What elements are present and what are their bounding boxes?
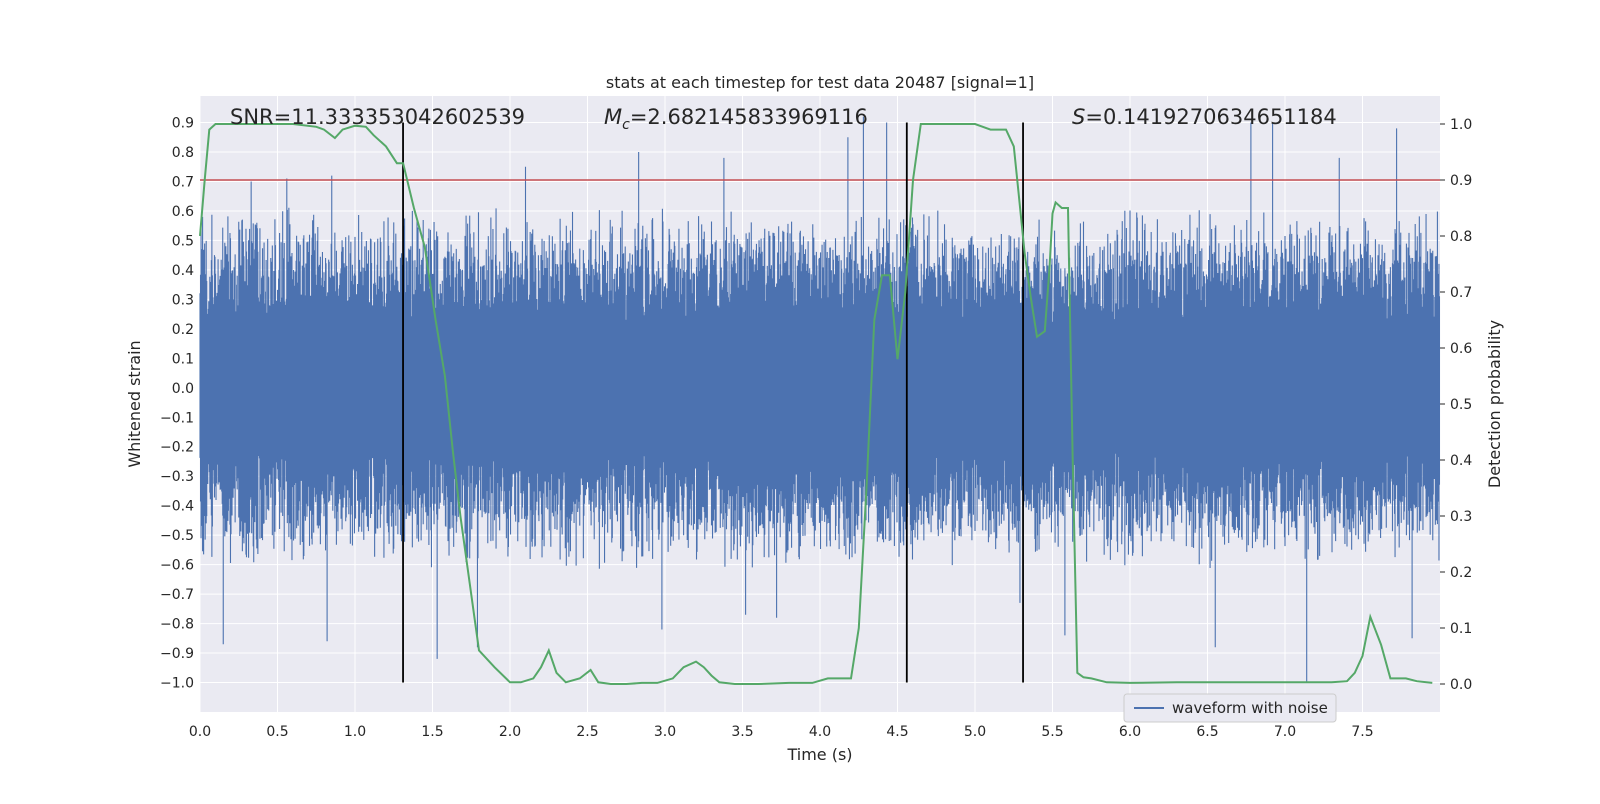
y-right-tick-label: 0.9 bbox=[1450, 173, 1472, 189]
x-axis-label: Time (s) bbox=[786, 745, 852, 764]
y-left-tick-label: 0.2 bbox=[172, 322, 194, 338]
y-left-tick-label: −0.5 bbox=[160, 528, 194, 544]
y-right-tick-label: 0.7 bbox=[1450, 285, 1472, 301]
y-right-tick-label: 0.8 bbox=[1450, 229, 1472, 245]
y-left-tick-label: 0.1 bbox=[172, 351, 194, 367]
s-symbol: S bbox=[1072, 105, 1085, 129]
s-value: =0.1419270634651184 bbox=[1085, 105, 1336, 129]
y-left-tick-label: −0.4 bbox=[160, 499, 194, 515]
y-left-tick-label: −0.3 bbox=[160, 469, 194, 485]
x-tick-label: 4.0 bbox=[809, 724, 831, 740]
chirp-mass-symbol: M bbox=[604, 105, 622, 129]
waveform-with-noise-series bbox=[199, 116, 1441, 683]
y-right-tick-label: 0.0 bbox=[1450, 677, 1472, 693]
legend-label: waveform with noise bbox=[1172, 699, 1328, 717]
x-tick-label: 2.0 bbox=[499, 724, 521, 740]
y-left-tick-label: −0.6 bbox=[160, 558, 194, 574]
y-left-tick-label: 0.8 bbox=[172, 145, 194, 161]
y-right-tick-label: 0.6 bbox=[1450, 341, 1472, 357]
y-right-tick-label: 0.3 bbox=[1450, 509, 1472, 525]
marker-layer bbox=[402, 122, 1024, 683]
y-right-tick-label: 0.4 bbox=[1450, 453, 1472, 469]
y-left-tick-label: −0.9 bbox=[160, 646, 194, 662]
chirp-mass-annotation: Mc=2.682145833969116 bbox=[604, 105, 868, 133]
x-tick-layer: 0.0 0.5 1.0 1.5 2.0 2.5 3.0 3.5 4.0 4.5 5.0 5.5 6.0 6… bbox=[189, 724, 1374, 740]
legend-box bbox=[1123, 693, 1337, 723]
y-right-axis-label: Detection probability bbox=[1485, 320, 1504, 488]
legend: waveform with noise bbox=[1123, 693, 1337, 723]
x-tick-label: 2.5 bbox=[576, 724, 598, 740]
y-left-tick-label: 0.3 bbox=[172, 292, 194, 308]
y-left-tick-label: −0.2 bbox=[160, 440, 194, 456]
y-left-tick-label: 0.6 bbox=[172, 204, 194, 220]
s-annotation: S=0.1419270634651184 bbox=[1072, 105, 1337, 129]
y-left-tick-label: −0.8 bbox=[160, 617, 194, 633]
y-left-tick-label: −0.1 bbox=[160, 410, 194, 426]
x-tick-label: 7.0 bbox=[1274, 724, 1296, 740]
y-left-tick-label: 0.4 bbox=[172, 263, 194, 279]
y-left-tick-label: 0.0 bbox=[172, 381, 194, 397]
y-left-tick-label: 0.7 bbox=[172, 174, 194, 190]
y-left-tick-label: 0.5 bbox=[172, 233, 194, 249]
x-tick-label: 3.5 bbox=[731, 724, 753, 740]
y-left-tick-label: −1.0 bbox=[160, 676, 194, 692]
x-tick-label: 1.0 bbox=[344, 724, 366, 740]
y-right-tick-label: 1.0 bbox=[1450, 117, 1472, 133]
y-left-axis-label: Whitened strain bbox=[125, 340, 144, 467]
x-tick-label: 6.0 bbox=[1119, 724, 1141, 740]
detection-probability-series bbox=[199, 123, 1433, 685]
y-left-tick-layer: 0.9 0.8 0.7 0.6 0.5 0.4 0.3 0.2 0.1 0.0 −0.1 −0.2 −0… bbox=[160, 116, 194, 692]
noise-layer bbox=[199, 116, 1441, 683]
y-left-tick-label: 0.9 bbox=[172, 116, 194, 132]
x-tick-label: 5.5 bbox=[1041, 724, 1063, 740]
chirp-mass-value: =2.682145833969116 bbox=[630, 105, 868, 129]
x-tick-label: 0.5 bbox=[266, 724, 288, 740]
y-right-tick-label: 0.5 bbox=[1450, 397, 1472, 413]
x-tick-label: 4.5 bbox=[886, 724, 908, 740]
x-tick-label: 5.0 bbox=[964, 724, 986, 740]
y-right-tick-label: 0.2 bbox=[1450, 565, 1472, 581]
x-tick-label: 1.5 bbox=[421, 724, 443, 740]
chart-title: stats at each timestep for test data 204… bbox=[606, 73, 1034, 92]
x-tick-label: 7.5 bbox=[1351, 724, 1373, 740]
y-right-tick-layer: 1.0 0.9 0.8 0.7 0.6 0.5 0.4 0.3 0.2 0.1 0.0 bbox=[1440, 117, 1472, 693]
x-tick-label: 0.0 bbox=[189, 724, 211, 740]
y-right-tick-label: 0.1 bbox=[1450, 621, 1472, 637]
x-tick-label: 3.0 bbox=[654, 724, 676, 740]
snr-annotation: SNR=11.333353042602539 bbox=[230, 105, 525, 129]
y-left-tick-label: −0.7 bbox=[160, 587, 194, 603]
chirp-mass-subscript: c bbox=[622, 117, 630, 133]
x-tick-label: 6.5 bbox=[1196, 724, 1218, 740]
probability-layer bbox=[199, 123, 1433, 685]
